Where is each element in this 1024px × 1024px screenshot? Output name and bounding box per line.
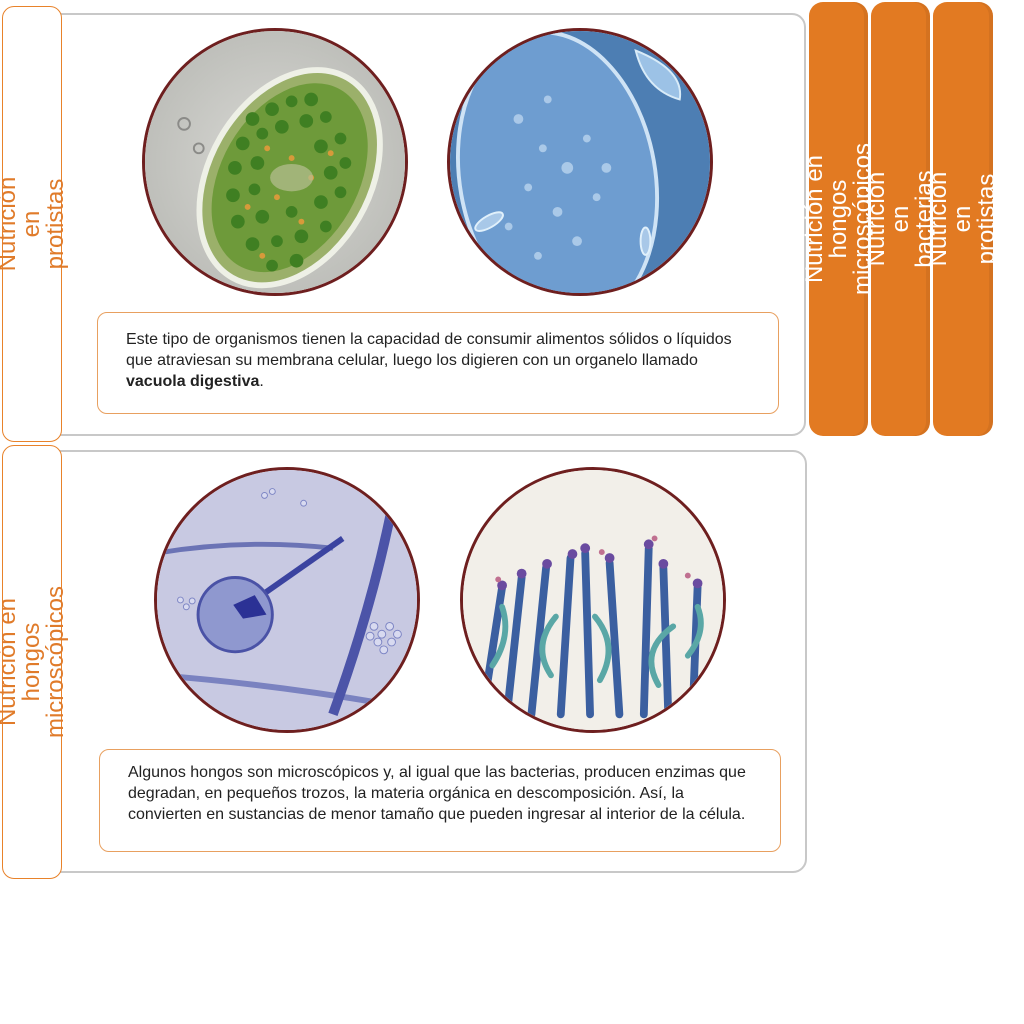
side-tab-protistas-label: Nutrición en protistas [925,171,1000,267]
protistas-text-main: Este tipo de organismos tienen la capaci… [126,331,732,369]
mucor-sporangium-micrograph [154,467,420,733]
penicillium-hyphae-micrograph [460,467,726,733]
paramecium-blue-micrograph [447,28,713,296]
side-tab-protistas[interactable]: Nutrición en protistas [925,2,1000,436]
protistas-text-bold: vacuola digestiva [126,373,260,390]
protistas-tab[interactable]: Nutrición en protistas [0,6,69,442]
penicillium-hyphae-image [463,470,723,730]
paramecium-green-micrograph [142,28,408,296]
protistas-text-end: . [259,373,264,390]
hongos-tab[interactable]: Nutrición en hongos microscópicos [0,445,69,879]
mucor-sporangium-image [157,470,417,730]
hongos-tab-label: Nutrición en hongos microscópicos [0,585,69,739]
side-tab-bacterias[interactable]: Nutrición en bacterias [863,2,938,436]
side-tab-hongos[interactable]: Nutrición en hongos microscópicos [801,2,876,436]
hongos-text: Algunos hongos son microscópicos y, al i… [128,764,746,823]
paramecium-green-image [145,31,405,293]
hongos-description: Algunos hongos son microscópicos y, al i… [99,749,781,852]
protistas-description: Este tipo de organismos tienen la capaci… [97,312,779,414]
protistas-tab-label: Nutrición en protistas [0,176,69,272]
paramecium-blue-image [450,31,710,293]
